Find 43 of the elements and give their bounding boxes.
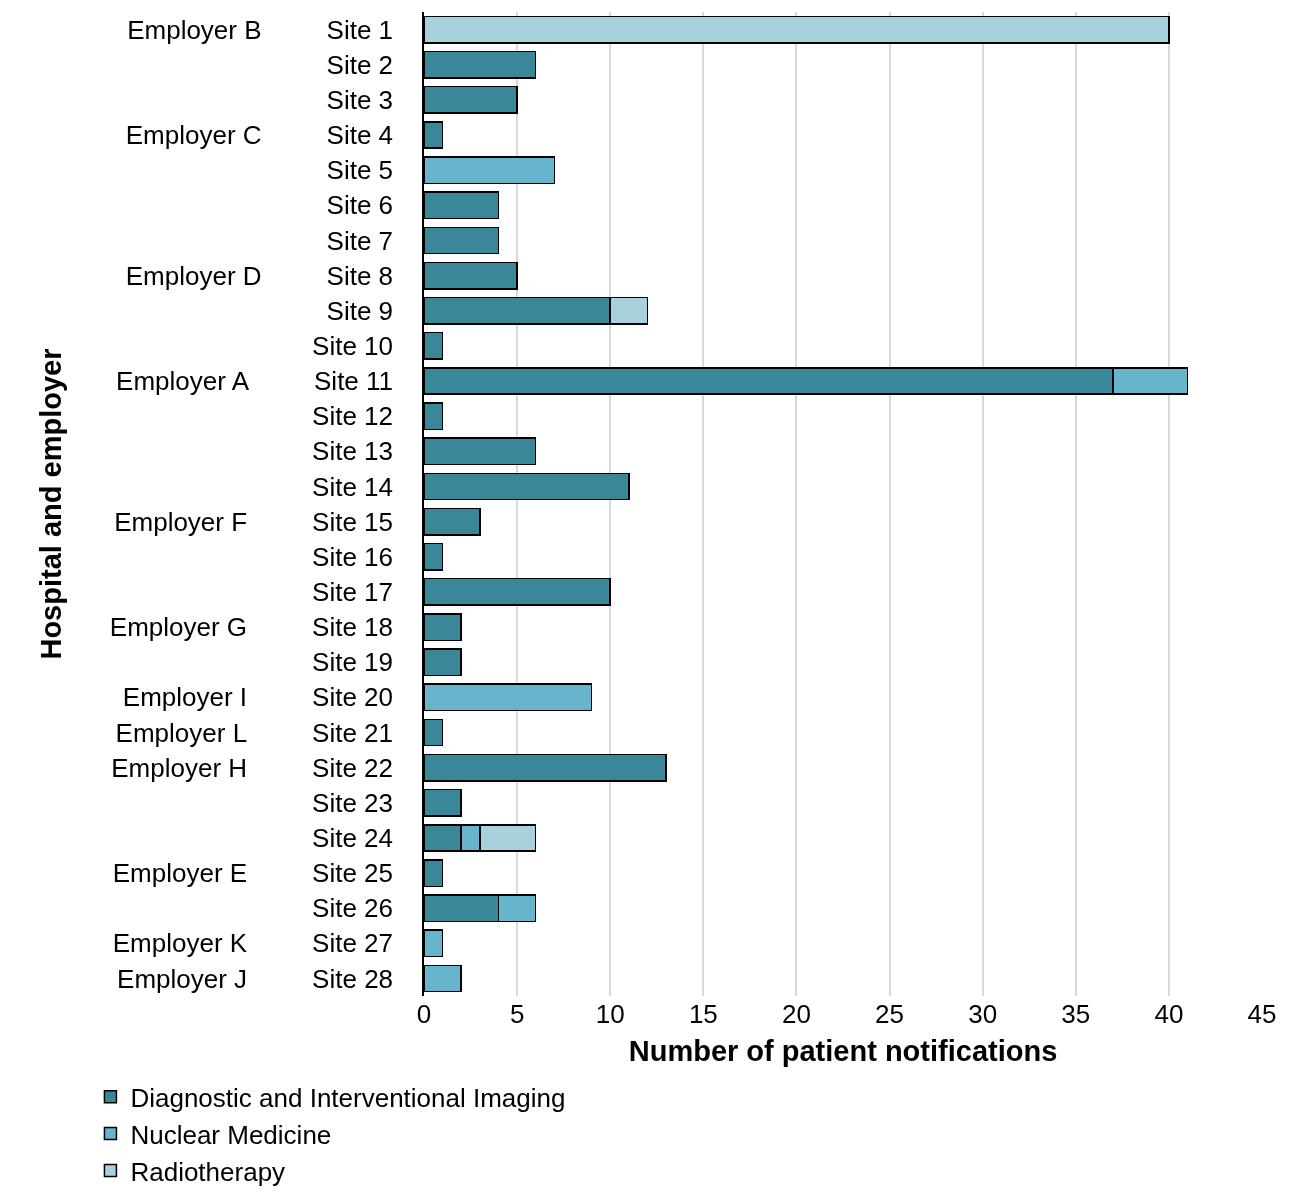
x-tick-label: 40	[1154, 999, 1184, 1030]
y-tick-label: Site 24	[312, 823, 394, 854]
y-tick-label: Employer E Site 25	[112, 858, 394, 889]
y-tick-label: Employer C Site 4	[125, 120, 394, 151]
y-tick-label: Employer J Site 28	[117, 963, 394, 994]
y-tick-label: Site 3	[326, 84, 394, 115]
y-tick-label: Site 5	[326, 155, 394, 186]
x-tick-label: 15	[688, 999, 718, 1030]
y-tick-label: Site 12	[312, 401, 394, 432]
x-tick-label: 0	[416, 999, 432, 1030]
y-tick-label: Site 19	[312, 647, 394, 678]
y-tick-label: Site 14	[312, 471, 394, 502]
y-tick-label: Employer B Site 1	[127, 14, 394, 45]
legend-label: Nuclear Medicine	[130, 1119, 332, 1150]
legend-label: Radiotherapy	[130, 1156, 286, 1187]
y-tick-label: Site 13	[312, 436, 394, 467]
y-tick-label: Employer A Site 11	[116, 366, 394, 397]
x-axis-title: Number of patient notifications	[628, 1034, 1058, 1067]
y-tick-label: Site 16	[312, 541, 394, 572]
legend-label: Diagnostic and Interventional Imaging	[130, 1082, 566, 1113]
y-tick-label: Site 2	[326, 49, 394, 80]
y-tick-label: Employer K Site 27	[112, 928, 394, 959]
y-tick-label: Site 17	[312, 577, 394, 608]
y-tick-label: Site 23	[312, 787, 394, 818]
y-tick-label: Employer L Site 21	[115, 717, 394, 748]
y-tick-label: Site 9	[326, 295, 394, 326]
y-tick-label: Site 6	[326, 190, 394, 221]
x-tick-label: 20	[781, 999, 811, 1030]
y-tick-label: Employer H Site 22	[111, 752, 394, 783]
x-tick-label: 5	[509, 999, 525, 1030]
x-tick-label: 35	[1061, 999, 1091, 1030]
y-tick-label: Site 10	[312, 330, 394, 361]
y-tick-label: Employer I Site 20	[122, 682, 394, 713]
x-tick-label: 25	[875, 999, 905, 1030]
x-tick-label: 45	[1247, 999, 1277, 1030]
y-tick-label: Site 7	[326, 225, 394, 256]
x-tick-label: 10	[595, 999, 625, 1030]
y-tick-label: Site 26	[312, 893, 394, 924]
y-axis-title: Hospital and employer	[34, 348, 67, 660]
y-tick-label: Employer D Site 8	[125, 260, 394, 291]
y-tick-label: Employer G Site 18	[109, 612, 394, 643]
x-tick-label: 30	[968, 999, 998, 1030]
y-tick-label: Employer F Site 15	[114, 506, 394, 537]
